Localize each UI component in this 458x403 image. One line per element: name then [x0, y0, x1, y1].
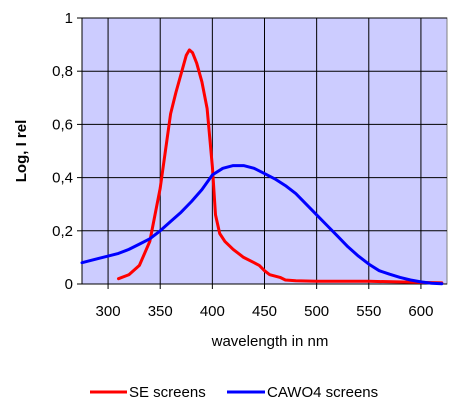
- y-tick-label: 1: [65, 10, 73, 27]
- x-tick-label: 550: [356, 303, 381, 320]
- y-tick-label: 0: [65, 276, 73, 293]
- x-tick-label: 500: [304, 303, 329, 320]
- x-tick-label: 350: [148, 303, 173, 320]
- y-axis-title: Log, I rel: [13, 120, 30, 183]
- legend-label: CAWO4 screens: [267, 384, 378, 401]
- series-line-se-screens: [117, 48, 444, 285]
- x-axis-title: wavelength in nm: [211, 333, 329, 350]
- series-layer: [80, 48, 444, 286]
- x-tick-label: 400: [200, 303, 225, 320]
- legend-label: SE screens: [129, 384, 206, 401]
- series-line-cawo4-screens: [80, 164, 444, 286]
- grid: [82, 17, 447, 285]
- y-tick-label: 0,2: [52, 223, 73, 240]
- x-tick-label: 300: [96, 303, 121, 320]
- x-tick-label: 450: [252, 303, 277, 320]
- x-tick-label: 600: [408, 303, 433, 320]
- y-tick-label: 0,8: [52, 63, 73, 80]
- y-axis: 0 0,2 0,4 0,6 0,8 1: [52, 10, 83, 293]
- y-tick-label: 0,6: [52, 116, 73, 133]
- legend: SE screens CAWO4 screens: [90, 384, 378, 401]
- chart-area: 300 350 400 450 500 550 600 0 0,2 0,4 0,6 0,8 1: [52, 10, 448, 320]
- x-axis: 300 350 400 450 500 550 600: [82, 283, 447, 320]
- y-tick-label: 0,4: [52, 170, 73, 187]
